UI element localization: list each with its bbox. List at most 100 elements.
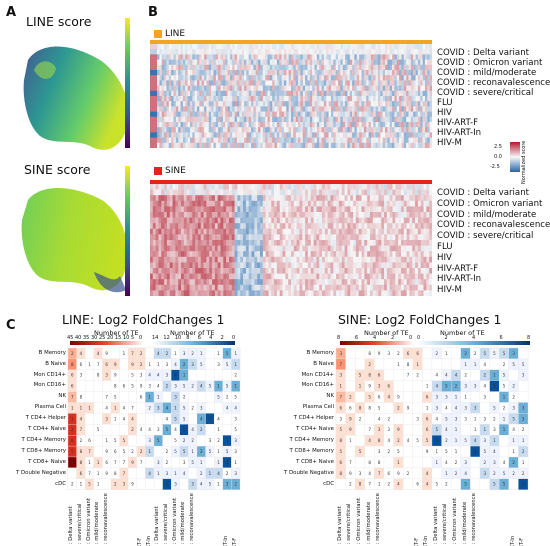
- heat-cell: [187, 101, 191, 107]
- heat-cell: [387, 101, 390, 107]
- heat-cell: [359, 142, 362, 148]
- heat-cell: [159, 59, 163, 66]
- heat-cell: [366, 127, 369, 133]
- heat-cell: [281, 101, 285, 107]
- heat-cell: [237, 234, 241, 241]
- heat-cell: [347, 49, 351, 55]
- foldchange-cell-count: 7: [131, 405, 134, 410]
- heat-cell: [185, 54, 188, 60]
- foldchange-cell-count: 8: [80, 394, 83, 399]
- heat-cell: [384, 195, 388, 202]
- heat-cell: [321, 132, 325, 138]
- foldchange-cell-count: 4: [174, 427, 177, 432]
- heat-cell: [408, 59, 412, 66]
- heat-cell: [257, 206, 261, 213]
- heat-cell: [152, 75, 155, 81]
- heat-cell: [274, 54, 278, 60]
- heat-cell: [276, 70, 280, 76]
- heat-cell: [253, 122, 257, 128]
- heat-cell: [208, 116, 212, 123]
- heat-cell: [367, 200, 371, 207]
- heat-cell: [415, 75, 419, 81]
- heat-cell: [293, 195, 297, 202]
- heat-cell: [377, 106, 381, 112]
- heat-cell: [279, 217, 283, 224]
- heat-cell: [251, 200, 255, 207]
- heat-cell: [403, 101, 407, 107]
- heat-cell: [352, 122, 355, 128]
- heat-cell: [223, 195, 227, 202]
- heat-cell: [387, 122, 390, 128]
- heat-cell: [248, 234, 252, 241]
- heat-cell: [313, 189, 317, 196]
- heat-cell: [197, 217, 202, 224]
- heat-cell: [384, 217, 388, 224]
- heat-cell: [410, 75, 414, 81]
- heat-cell: [406, 184, 410, 190]
- heat-cell: [189, 245, 193, 252]
- heat-cell: [248, 212, 252, 218]
- heat-cell: [380, 111, 383, 118]
- heat-cell: [417, 228, 422, 235]
- heat-cell: [215, 111, 219, 118]
- heat-cell: [336, 189, 340, 196]
- heat-cell: [342, 49, 346, 55]
- heat-cell: [248, 223, 252, 230]
- heat-cell: [159, 132, 163, 138]
- heat-cell: [166, 111, 170, 118]
- heat-cell: [321, 137, 325, 144]
- heat-cell: [265, 70, 268, 76]
- heat-cell: [154, 111, 158, 118]
- heat-cell: [347, 90, 351, 97]
- heat-cell: [356, 122, 360, 128]
- heat-cell: [316, 234, 320, 241]
- heat-cell: [150, 49, 153, 55]
- heat-cell: [394, 90, 398, 97]
- heat-cell: [361, 228, 365, 235]
- heat-cell: [195, 189, 199, 196]
- heat-cell: [214, 228, 218, 235]
- heat-cell: [276, 75, 280, 81]
- heat-cell: [342, 122, 346, 128]
- sine-score-umap: [21, 188, 128, 293]
- heat-cell: [212, 200, 216, 207]
- heat-cell: [218, 116, 221, 123]
- heat-cell: [194, 70, 198, 76]
- heat-cell: [181, 200, 185, 207]
- heat-cell: [293, 49, 296, 55]
- heat-cell: [169, 195, 173, 202]
- heat-cell: [218, 96, 221, 102]
- heat-cell: [363, 111, 367, 118]
- heat-cell: [422, 137, 426, 144]
- foldchange-cell-count: 1: [114, 405, 117, 410]
- heat-cell: [382, 54, 386, 60]
- foldchange-cell: [355, 358, 365, 370]
- heat-cell: [291, 111, 294, 118]
- heat-cell: [244, 54, 247, 60]
- heat-cell: [189, 111, 193, 118]
- heat-cell: [406, 54, 409, 60]
- heat-cell: [231, 195, 235, 202]
- heat-cell: [322, 189, 326, 196]
- heat-cell: [300, 111, 304, 118]
- heat-cell: [173, 85, 177, 92]
- heat-cell: [380, 70, 383, 76]
- heat-cell: [204, 70, 207, 76]
- heat-cell: [363, 90, 367, 97]
- heat-cell: [269, 44, 273, 50]
- heat-cell: [197, 223, 202, 230]
- foldchange-cell-count: 4: [105, 405, 108, 410]
- heat-cell: [276, 132, 280, 138]
- heat-cell: [352, 44, 355, 50]
- foldchange-cell: [214, 369, 223, 381]
- heat-cell: [338, 228, 343, 235]
- heat-cell: [429, 217, 432, 224]
- heat-cell: [187, 106, 191, 112]
- heat-cell: [173, 122, 177, 128]
- heat-cell: [279, 75, 282, 81]
- heat-cell: [197, 127, 200, 133]
- heat-cell: [164, 49, 167, 55]
- heat-cell: [347, 64, 351, 71]
- heat-cell: [302, 59, 306, 66]
- heat-cell: [415, 122, 419, 128]
